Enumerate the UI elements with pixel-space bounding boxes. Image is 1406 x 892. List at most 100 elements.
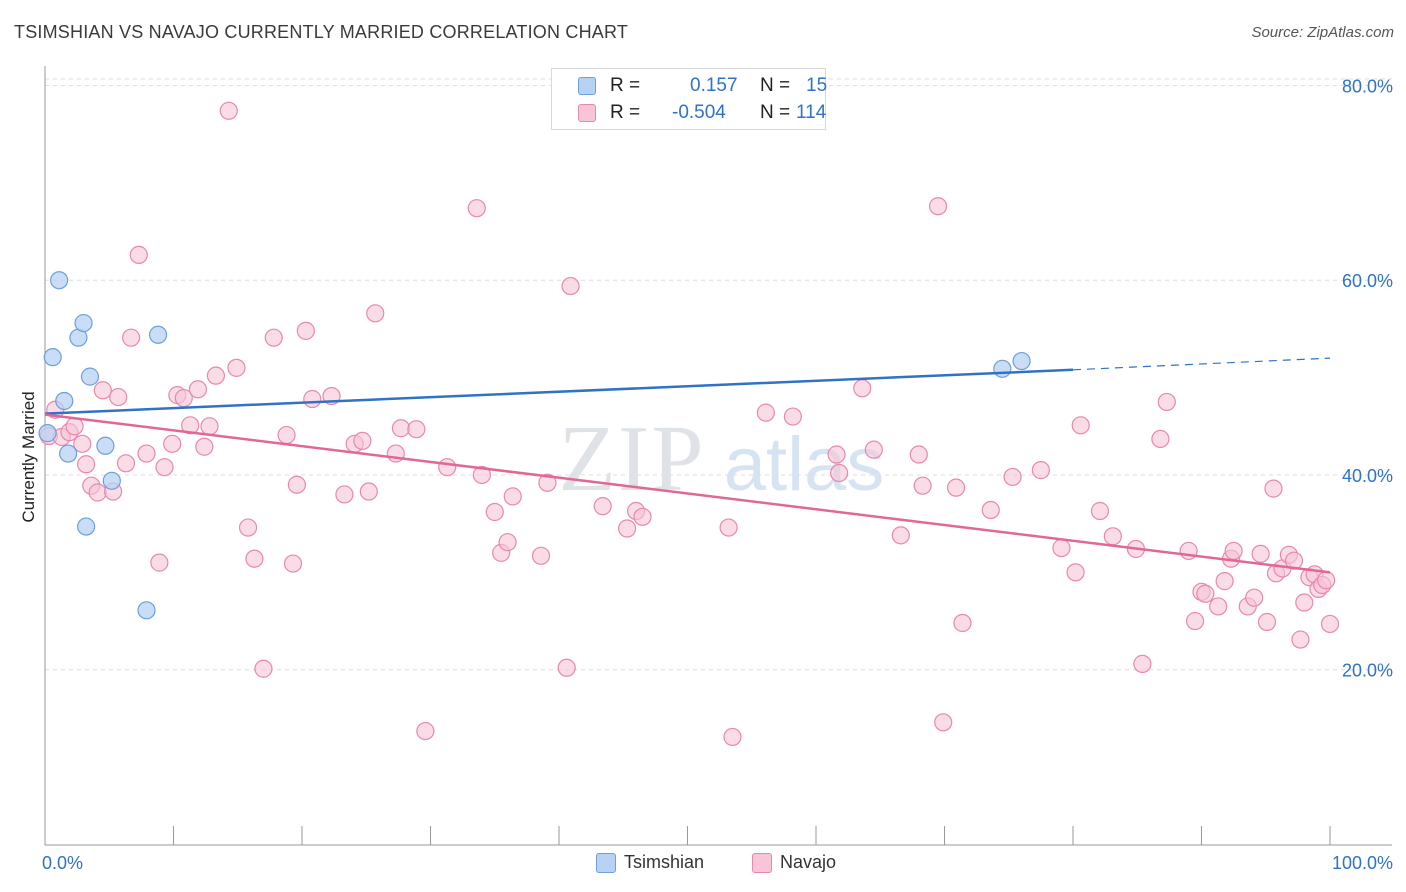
navajo-point — [155, 458, 174, 477]
navajo-point — [467, 199, 486, 218]
navajo-point — [1071, 416, 1090, 435]
navajo-point — [1052, 538, 1071, 558]
tsimshian-point — [38, 424, 57, 443]
navajo-point — [227, 358, 246, 377]
navajo-legend-swatch — [752, 853, 772, 873]
navajo-n-value: 114 — [796, 102, 827, 123]
n-label: N = — [760, 102, 791, 123]
tsimshian-point — [102, 471, 121, 490]
navajo-point — [1209, 597, 1228, 616]
navajo-point — [1003, 467, 1022, 487]
navajo-point — [561, 276, 580, 296]
navajo-point — [163, 434, 182, 453]
navajo-point — [531, 546, 551, 565]
watermark: ZIP atlas — [559, 407, 885, 511]
x-tick-label-0: 0.0% — [42, 853, 83, 873]
navajo-point — [407, 420, 426, 439]
navajo-point — [1317, 571, 1336, 590]
navajo-trend-line — [44, 413, 1331, 574]
tsimshian-points — [38, 271, 1031, 620]
navajo-point — [827, 445, 846, 464]
navajo-point — [277, 425, 296, 445]
watermark-atlas: atlas — [724, 422, 885, 507]
navajo-point — [303, 389, 322, 409]
tsimshian-point — [148, 325, 168, 344]
navajo-point — [93, 381, 112, 400]
tsimshian-point — [55, 391, 74, 411]
navajo-point — [1090, 501, 1110, 521]
n-label: N = — [760, 75, 791, 96]
navajo-point — [593, 497, 612, 516]
r-label: R = — [610, 75, 641, 96]
tsimshian-point — [993, 359, 1012, 378]
navajo-point — [73, 434, 92, 453]
navajo-point — [1295, 593, 1314, 612]
navajo-point — [1066, 563, 1085, 582]
navajo-point — [416, 721, 435, 741]
stats-legend: R = 0.157 N = 15 R = -0.504 N = 114 — [551, 68, 827, 130]
y-tick-label-40: 40.0% — [1342, 466, 1393, 486]
navajo-point — [909, 445, 928, 464]
r-label: R = — [610, 102, 641, 123]
navajo-point — [1291, 630, 1310, 649]
navajo-point — [1251, 544, 1270, 563]
tsimshian-point — [74, 313, 93, 333]
tsimshian-point — [50, 271, 69, 290]
navajo-point — [65, 417, 84, 436]
y-tick-label-60: 60.0% — [1342, 271, 1393, 291]
navajo-point — [245, 549, 264, 568]
navajo-point — [830, 463, 849, 483]
trend-lines — [44, 357, 1331, 574]
navajo-point — [1133, 654, 1152, 673]
tsimshian-legend-label: Tsimshian — [624, 852, 705, 872]
navajo-legend-label: Navajo — [780, 852, 837, 872]
navajo-point — [366, 304, 385, 323]
tsimshian-trend-line — [44, 368, 1074, 415]
navajo-swatch — [578, 104, 596, 122]
navajo-point — [503, 487, 522, 506]
navajo-point — [981, 500, 1000, 520]
navajo-point — [219, 101, 238, 120]
tsimshian-point — [137, 601, 156, 620]
tick-labels: 20.0% 40.0% 60.0% 80.0% 0.0% 100.0% — [42, 76, 1393, 873]
navajo-point — [1257, 612, 1277, 632]
navajo-point — [121, 328, 141, 347]
source-credit: Source: ZipAtlas.com — [1251, 24, 1394, 41]
navajo-point — [200, 417, 219, 436]
navajo-point — [913, 476, 932, 495]
navajo-point — [129, 245, 148, 265]
navajo-point — [891, 526, 910, 545]
navajo-point — [296, 321, 315, 340]
navajo-point — [1264, 479, 1283, 498]
navajo-points — [39, 101, 1340, 747]
navajo-point — [150, 553, 169, 572]
navajo-point — [438, 458, 457, 477]
tsimshian-point — [43, 348, 62, 367]
navajo-point — [723, 727, 742, 747]
navajo-point — [557, 658, 576, 677]
tsimshian-swatch — [578, 77, 596, 95]
navajo-point — [633, 507, 652, 526]
navajo-point — [206, 366, 226, 385]
navajo-point — [137, 444, 156, 463]
chart-title: TSIMSHIAN VS NAVAJO CURRENTLY MARRIED CO… — [14, 22, 629, 42]
navajo-point — [498, 533, 517, 552]
navajo-point — [756, 403, 775, 422]
navajo-point — [88, 483, 107, 502]
navajo-point — [946, 478, 966, 497]
navajo-point — [1196, 584, 1215, 603]
navajo-point — [864, 440, 883, 459]
tsimshian-legend-swatch — [596, 853, 616, 873]
navajo-r-value: -0.504 — [672, 102, 726, 123]
navajo-point — [188, 380, 208, 399]
navajo-point — [1320, 614, 1340, 634]
navajo-point — [116, 454, 136, 473]
navajo-point — [783, 407, 802, 426]
navajo-point — [1185, 611, 1205, 631]
grid-lines — [45, 78, 1392, 671]
tsimshian-point — [1012, 351, 1031, 371]
navajo-point — [283, 554, 303, 573]
tsimshian-point — [96, 436, 115, 455]
navajo-point — [719, 518, 738, 537]
